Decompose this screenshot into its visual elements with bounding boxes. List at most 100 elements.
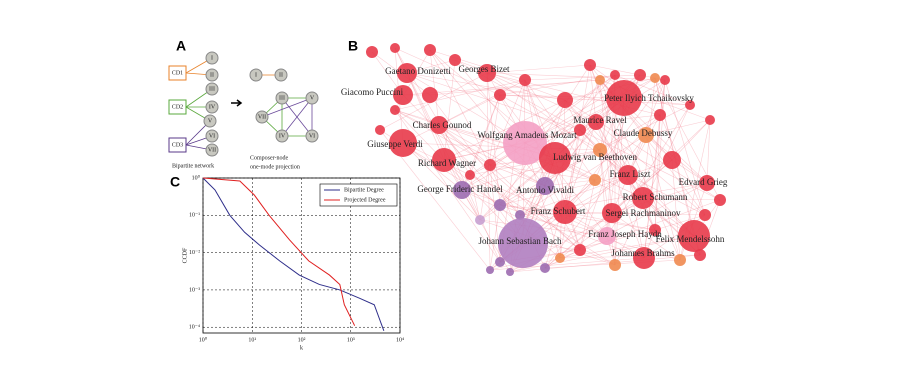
edge (659, 114, 706, 216)
edge (499, 94, 601, 151)
edge (499, 204, 656, 231)
edge (599, 149, 608, 237)
node-label: Felix Mendelssohn (656, 234, 725, 244)
edge (579, 129, 644, 199)
edge (559, 197, 644, 259)
composer-label: III (209, 86, 215, 92)
y-tick-label: 10⁻⁴ (189, 325, 200, 331)
node-label: George Frideric Handel (417, 184, 503, 194)
node (699, 175, 715, 191)
y-tick-label: 10⁻³ (189, 287, 200, 293)
composer-node (205, 129, 219, 143)
edge (559, 199, 721, 259)
node (584, 59, 596, 71)
edge (454, 59, 581, 131)
edge (406, 72, 445, 161)
node (694, 249, 706, 261)
edge (564, 121, 597, 213)
edge (595, 121, 629, 176)
node (610, 70, 620, 80)
edge (443, 99, 566, 161)
edge (489, 79, 526, 166)
node (486, 266, 494, 274)
composer-node (205, 82, 219, 96)
caption: Bipartite network (172, 163, 214, 169)
panel-label: A (176, 38, 186, 54)
node-label: Antonio Vivaldi (516, 185, 575, 195)
node-label: Georges Bizet (458, 64, 510, 74)
node-label: Sergei Rachmaninov (605, 208, 681, 218)
composer-label: V (208, 118, 213, 124)
node (366, 46, 378, 58)
node-label: Robert Schumann (623, 192, 688, 202)
edge (509, 257, 561, 273)
edge (469, 94, 501, 176)
node (593, 143, 607, 157)
edge (519, 134, 647, 216)
composer-label: IV (209, 104, 216, 110)
edge (645, 134, 681, 261)
composer-label: V (310, 95, 315, 101)
node (506, 268, 514, 276)
node (705, 115, 715, 125)
network: Gaetano Donizetti Georges Bizet Giacomo Pu… (341, 43, 728, 276)
node (595, 75, 605, 85)
composer-node (249, 68, 263, 82)
composer-node (275, 129, 289, 143)
legend-label: Bipartite Degree (344, 187, 384, 193)
edge (402, 94, 521, 216)
node (424, 44, 436, 56)
node-label: Giuseppe Verdi (367, 139, 423, 149)
edge (611, 159, 673, 214)
x-tick-label: 10⁰ (199, 336, 208, 343)
edge (443, 59, 456, 161)
edge (469, 174, 616, 266)
node (699, 209, 711, 221)
edge (544, 182, 708, 269)
node (449, 54, 461, 66)
edge (499, 174, 629, 206)
node (539, 142, 571, 174)
node (663, 151, 681, 169)
cd-label: CD1 (172, 70, 183, 76)
caption: one-mode projection (250, 164, 300, 170)
node (465, 170, 475, 180)
x-tick-label: 10¹ (248, 337, 256, 343)
edge (438, 124, 581, 251)
legend-label: Projected Degree (344, 197, 386, 203)
node (475, 215, 485, 225)
series-line (202, 177, 356, 326)
edge (627, 174, 706, 216)
edge (438, 79, 526, 126)
edge (671, 119, 711, 161)
node (478, 64, 496, 82)
cd-label: CD2 (172, 104, 183, 110)
node (685, 100, 695, 110)
edge (454, 59, 566, 101)
edge (524, 74, 641, 81)
edge (406, 72, 526, 144)
edge (611, 182, 708, 214)
edge (429, 94, 521, 216)
node-label: Edvard Grieg (679, 177, 728, 187)
node (606, 80, 642, 116)
x-tick-label: 10³ (347, 337, 355, 343)
edge (654, 114, 661, 231)
node (714, 194, 726, 206)
edge (654, 214, 706, 231)
node-label: Claude Debussy (614, 128, 673, 138)
edge (614, 104, 691, 266)
composer-label: VII (208, 147, 216, 153)
node (453, 181, 471, 199)
series-line (202, 177, 385, 332)
composer-node (255, 110, 269, 124)
node (598, 227, 616, 245)
cd-label: CD3 (172, 142, 183, 148)
node-label: Franz Liszt (610, 169, 651, 179)
edge (394, 109, 491, 166)
composer-label: I (255, 72, 257, 78)
edge (595, 114, 661, 123)
node-label: Gaetano Donizetti (385, 66, 451, 76)
edge (589, 64, 597, 123)
edge (438, 124, 546, 187)
